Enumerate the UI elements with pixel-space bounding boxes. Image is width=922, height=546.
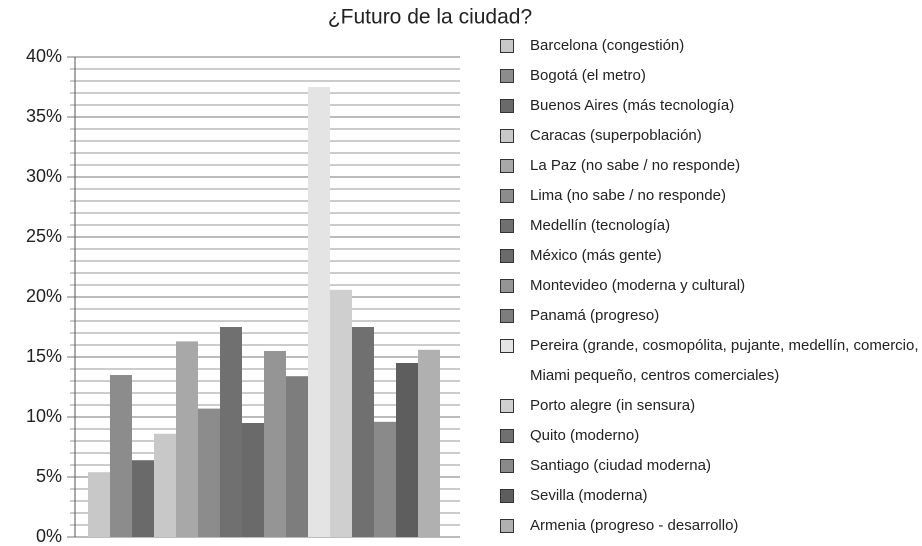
legend-swatch [500, 489, 514, 503]
bar [220, 327, 242, 537]
bar [154, 433, 176, 537]
bar [264, 351, 286, 537]
legend-swatch [500, 429, 514, 443]
legend-item: Lima (no sabe / no responde) [500, 181, 920, 211]
legend-swatch [500, 339, 514, 353]
y-tick-label: 10% [26, 406, 62, 426]
legend-label: Barcelona (congestión) [530, 37, 685, 54]
legend-swatch [500, 399, 514, 413]
legend-swatch [500, 189, 514, 203]
bar [132, 460, 154, 537]
legend-label: Caracas (superpoblación) [530, 127, 702, 144]
bar [286, 376, 308, 537]
bar [110, 375, 132, 537]
y-tick-label: 35% [26, 106, 62, 126]
legend-swatch [500, 129, 514, 143]
legend-label: Pereira (grande, cosmopólita, pujante, m… [530, 337, 919, 384]
legend-item: Montevideo (moderna y cultural) [500, 271, 920, 301]
legend-item: Medellín (tecnología) [500, 211, 920, 241]
legend-swatch [500, 39, 514, 53]
chart-title: ¿Futuro de la ciudad? [328, 6, 532, 29]
legend-label: Lima (no sabe / no responde) [530, 187, 726, 204]
legend-label: La Paz (no sabe / no responde) [530, 157, 741, 174]
bar [176, 341, 198, 537]
legend-swatch [500, 159, 514, 173]
legend-item: La Paz (no sabe / no responde) [500, 151, 920, 181]
bar [418, 349, 440, 537]
y-tick-label: 0% [36, 526, 62, 546]
bar [242, 423, 264, 537]
legend-item: Porto alegre (in sensura) [500, 391, 920, 421]
legend-swatch [500, 459, 514, 473]
legend-item: México (más gente) [500, 241, 920, 271]
legend-swatch [500, 249, 514, 263]
legend-item: Caracas (superpoblación) [500, 121, 920, 151]
legend-label: Quito (moderno) [530, 427, 640, 444]
y-tick-label: 30% [26, 166, 62, 186]
bar [88, 472, 110, 537]
legend-swatch [500, 279, 514, 293]
legend-label: Buenos Aires (más tecnología) [530, 97, 735, 114]
legend-swatch [500, 99, 514, 113]
bar [198, 408, 220, 537]
bar [352, 327, 374, 537]
legend-item: Santiago (ciudad moderna) [500, 451, 920, 481]
legend: Barcelona (congestión) Bogotá (el metro) B… [500, 31, 920, 541]
y-tick-label: 25% [26, 226, 62, 246]
legend-label: Santiago (ciudad moderna) [530, 457, 711, 474]
legend-item: Pereira (grande, cosmopólita, pujante, m… [500, 331, 920, 391]
legend-label: México (más gente) [530, 247, 662, 264]
legend-label: Sevilla (moderna) [530, 487, 648, 504]
bar [308, 87, 330, 537]
y-tick-label: 15% [26, 346, 62, 366]
legend-item: Buenos Aires (más tecnología) [500, 91, 920, 121]
y-tick-label: 40% [26, 46, 62, 66]
legend-swatch [500, 69, 514, 83]
legend-label: Medellín (tecnología) [530, 217, 671, 234]
y-tick-label: 5% [36, 466, 62, 486]
legend-item: Bogotá (el metro) [500, 61, 920, 91]
bar [396, 363, 418, 537]
legend-label: Bogotá (el metro) [530, 67, 646, 84]
legend-swatch [500, 219, 514, 233]
legend-label: Armenia (progreso - desarrollo) [530, 517, 739, 534]
legend-item: Panamá (progreso) [500, 301, 920, 331]
legend-item: Sevilla (moderna) [500, 481, 920, 511]
legend-swatch [500, 309, 514, 323]
legend-item: Armenia (progreso - desarrollo) [500, 511, 920, 541]
legend-label: Panamá (progreso) [530, 307, 660, 324]
legend-swatch [500, 519, 514, 533]
y-tick-label: 20% [26, 286, 62, 306]
legend-item: Quito (moderno) [500, 421, 920, 451]
bar [374, 421, 396, 537]
legend-item: Barcelona (congestión) [500, 31, 920, 61]
bar [330, 289, 352, 537]
legend-label: Porto alegre (in sensura) [530, 397, 696, 414]
legend-label: Montevideo (moderna y cultural) [530, 277, 746, 294]
